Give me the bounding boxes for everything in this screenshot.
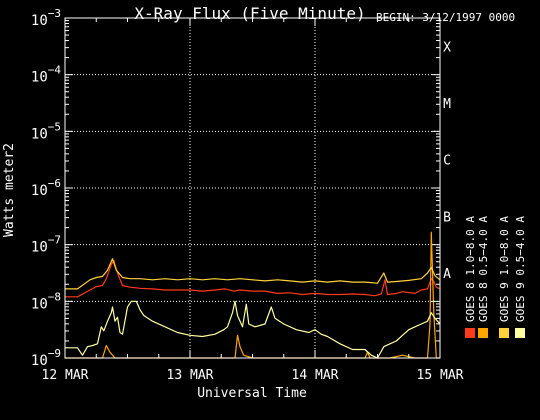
flare-class-label: C: [443, 154, 451, 169]
y-tick-label: 10−4: [31, 64, 61, 86]
flare-class-label: M: [443, 97, 451, 112]
x-tick-label: 13 MAR: [167, 368, 214, 383]
x-tick-label: 14 MAR: [292, 368, 339, 383]
legend-swatch: [499, 328, 509, 338]
series-line-4: [65, 300, 441, 359]
y-tick-label: 10−6: [31, 177, 61, 199]
legend-swatch: [465, 328, 475, 338]
series-line-2: [65, 231, 440, 359]
flare-class-label: A: [443, 267, 451, 282]
series-line-3: [65, 258, 441, 290]
legend-swatch: [515, 328, 525, 338]
x-axis: 12 MAR 13 MAR 14 MAR 15 MAR: [42, 18, 464, 383]
y-tick-label: 10−3: [31, 7, 61, 29]
flare-class-label: B: [443, 210, 451, 225]
series-line-1: [65, 259, 441, 298]
grid: [65, 18, 441, 358]
y-tick-label: 10−7: [31, 234, 61, 256]
series-lines: [65, 231, 441, 359]
legend: GOES 8 1.0−8.0 A GOES 8 0.5−4.0 A GOES 9 1…: [464, 216, 527, 338]
legend-label: GOES 8 0.5−4.0 A: [477, 216, 490, 322]
flare-class-axis: A B C M X: [443, 40, 451, 282]
flare-class-label: X: [443, 40, 451, 55]
y-tick-label: 10−9: [31, 347, 61, 369]
x-axis-label: Universal Time: [197, 386, 307, 401]
legend-label: GOES 9 0.5−4.0 A: [514, 216, 527, 322]
x-tick-label: 15 MAR: [417, 368, 464, 383]
y-tick-label: 10−8: [31, 290, 61, 312]
y-tick-label: 10−5: [31, 120, 61, 142]
y-axis-label: Watts meter2: [2, 143, 17, 237]
y-axis: 10−9 10−8 10−7 10−6 10−5 10−4 10−3: [31, 7, 440, 369]
legend-label: GOES 8 1.0−8.0 A: [464, 216, 477, 322]
begin-date-label: BEGIN: 3/12/1997 0000: [376, 11, 515, 24]
chart-title: X-Ray Flux (Five Minute): [134, 4, 365, 23]
legend-label: GOES 9 1.0−8.0 A: [498, 216, 511, 322]
x-tick-label: 12 MAR: [42, 368, 89, 383]
legend-swatch: [478, 328, 488, 338]
